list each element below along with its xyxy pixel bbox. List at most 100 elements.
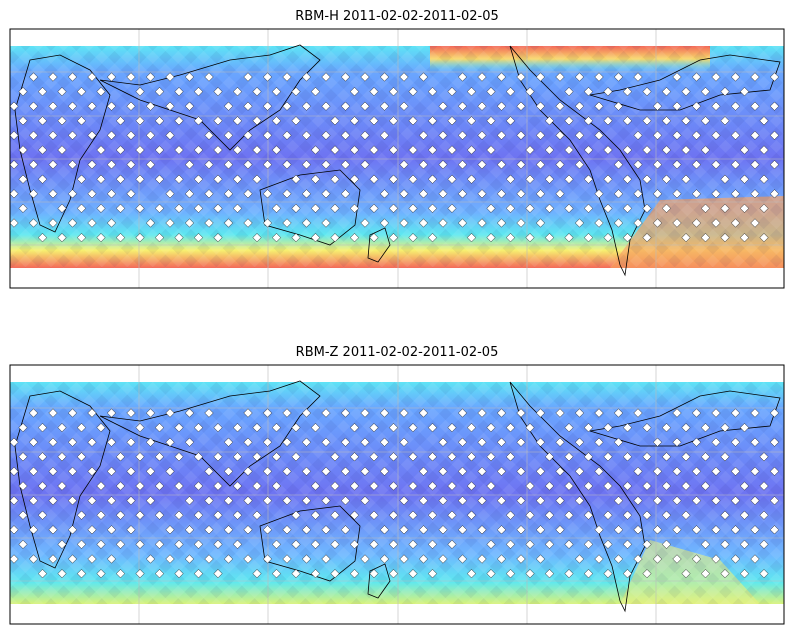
station-marker bbox=[57, 539, 67, 549]
station-marker bbox=[76, 87, 87, 97]
station-marker bbox=[759, 203, 769, 213]
station-marker bbox=[486, 423, 496, 433]
station-marker bbox=[544, 481, 555, 491]
station-marker bbox=[477, 101, 487, 111]
station-marker bbox=[496, 160, 507, 170]
station-marker bbox=[730, 408, 741, 418]
station-marker bbox=[145, 437, 156, 447]
station-marker bbox=[457, 189, 468, 199]
station-marker bbox=[310, 569, 321, 579]
station-marker bbox=[262, 496, 273, 506]
station-marker bbox=[711, 72, 721, 82]
station-marker bbox=[564, 481, 574, 491]
station-marker bbox=[583, 452, 594, 462]
station-marker bbox=[691, 218, 702, 228]
station-marker bbox=[349, 87, 360, 97]
station-marker bbox=[67, 101, 78, 111]
station-marker bbox=[466, 510, 477, 520]
station-marker bbox=[301, 101, 312, 111]
station-marker bbox=[67, 554, 78, 564]
station-marker bbox=[399, 525, 409, 535]
station-marker bbox=[466, 452, 477, 462]
station-marker bbox=[642, 481, 652, 491]
station-marker bbox=[505, 233, 516, 243]
station-marker bbox=[496, 408, 507, 418]
station-marker bbox=[603, 452, 613, 462]
station-marker bbox=[466, 145, 477, 155]
station-marker bbox=[516, 554, 526, 564]
station-marker bbox=[574, 218, 585, 228]
station-marker bbox=[457, 218, 468, 228]
station-marker bbox=[496, 525, 507, 535]
station-marker bbox=[262, 189, 273, 199]
station-marker bbox=[321, 408, 331, 418]
station-marker bbox=[535, 554, 546, 564]
station-marker bbox=[438, 554, 448, 564]
station-marker bbox=[9, 496, 19, 506]
station-marker bbox=[349, 510, 360, 520]
station-marker bbox=[613, 160, 624, 170]
station-marker bbox=[613, 554, 624, 564]
station-marker bbox=[165, 408, 175, 418]
station-marker bbox=[516, 437, 526, 447]
station-marker bbox=[486, 87, 496, 97]
station-marker bbox=[769, 525, 780, 535]
station-marker bbox=[369, 174, 379, 184]
station-marker bbox=[427, 539, 438, 549]
station-marker bbox=[642, 87, 652, 97]
station-marker bbox=[184, 189, 195, 199]
station-marker bbox=[535, 189, 546, 199]
station-marker bbox=[18, 87, 28, 97]
station-marker bbox=[204, 72, 214, 82]
station-marker bbox=[399, 101, 409, 111]
station-marker bbox=[661, 481, 672, 491]
station-marker bbox=[213, 423, 223, 433]
station-marker bbox=[96, 423, 106, 433]
station-marker bbox=[457, 554, 468, 564]
station-marker bbox=[486, 452, 496, 462]
station-marker bbox=[496, 218, 507, 228]
station-marker bbox=[633, 466, 643, 476]
station-marker bbox=[301, 525, 312, 535]
station-marker bbox=[282, 554, 292, 564]
station-marker bbox=[583, 510, 594, 520]
station-marker bbox=[594, 554, 604, 564]
station-marker bbox=[76, 510, 87, 520]
station-marker bbox=[165, 437, 175, 447]
station-marker bbox=[525, 539, 535, 549]
station-marker bbox=[87, 437, 97, 447]
station-marker bbox=[681, 174, 691, 184]
station-marker bbox=[154, 481, 165, 491]
station-marker bbox=[243, 554, 253, 564]
station-marker bbox=[369, 203, 379, 213]
station-marker bbox=[349, 539, 360, 549]
station-marker bbox=[223, 160, 234, 170]
station-marker bbox=[184, 160, 195, 170]
station-marker bbox=[243, 160, 253, 170]
station-marker bbox=[28, 218, 39, 228]
station-marker bbox=[291, 174, 301, 184]
station-marker bbox=[76, 233, 87, 243]
station-marker bbox=[661, 116, 672, 126]
station-marker bbox=[739, 481, 750, 491]
station-marker bbox=[145, 496, 156, 506]
station-marker bbox=[340, 408, 351, 418]
station-marker bbox=[408, 452, 418, 462]
station-marker bbox=[486, 116, 496, 126]
station-marker bbox=[349, 481, 360, 491]
station-marker bbox=[57, 569, 67, 579]
station-marker bbox=[477, 160, 487, 170]
station-marker bbox=[438, 101, 448, 111]
station-marker bbox=[399, 189, 409, 199]
station-marker bbox=[691, 72, 702, 82]
station-marker bbox=[603, 423, 613, 433]
station-marker bbox=[135, 87, 145, 97]
station-marker bbox=[232, 87, 243, 97]
station-marker bbox=[340, 130, 351, 140]
station-marker bbox=[154, 423, 165, 433]
station-marker bbox=[486, 203, 496, 213]
station-marker bbox=[661, 145, 672, 155]
station-marker bbox=[516, 160, 526, 170]
station-marker bbox=[769, 72, 780, 82]
station-marker bbox=[594, 189, 604, 199]
